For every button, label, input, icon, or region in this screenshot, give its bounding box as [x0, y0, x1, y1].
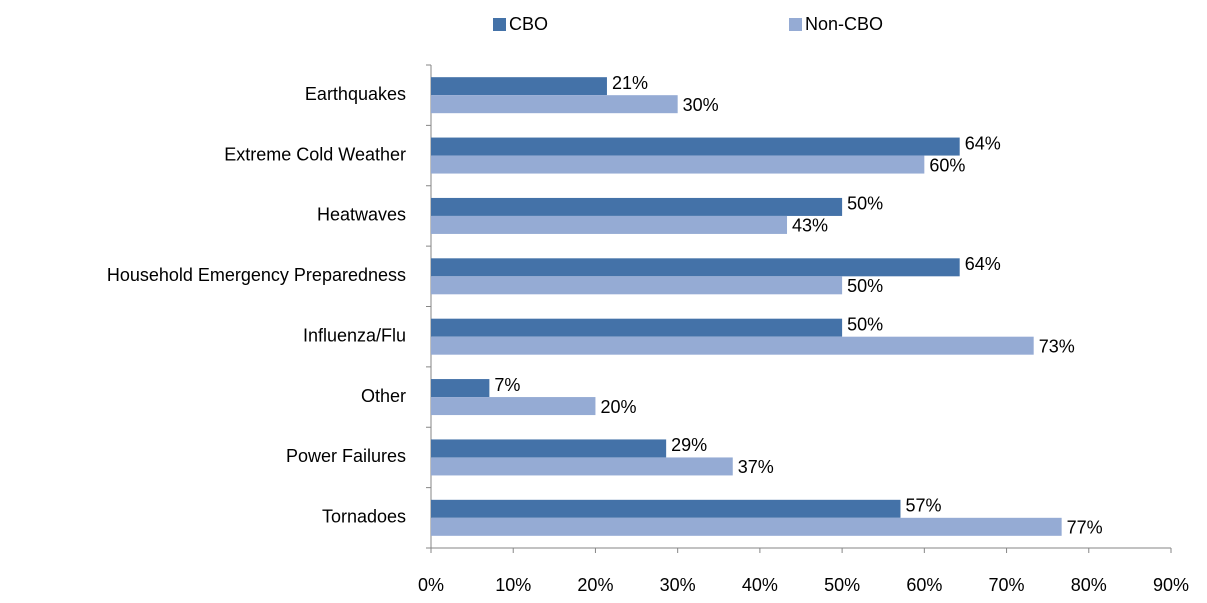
data-label: 43%	[792, 216, 828, 236]
legend-swatch	[493, 18, 506, 31]
bar	[431, 155, 925, 174]
data-label: 20%	[600, 397, 636, 417]
legend-label: CBO	[509, 14, 548, 34]
bar	[431, 397, 596, 416]
x-tick-label: 50%	[824, 575, 860, 595]
data-label: 64%	[965, 133, 1001, 153]
bar	[431, 457, 733, 476]
y-tick-label: Heatwaves	[317, 205, 406, 225]
data-label: 50%	[847, 314, 883, 334]
y-tick-label: Tornadoes	[322, 507, 406, 527]
bar	[431, 379, 490, 398]
y-tick-label: Other	[361, 386, 406, 406]
x-tick-label: 40%	[742, 575, 778, 595]
bar	[431, 439, 667, 458]
bar	[431, 77, 607, 96]
bar	[431, 517, 1062, 536]
data-label: 50%	[847, 276, 883, 296]
y-tick-label: Extreme Cold Weather	[224, 144, 406, 164]
legend-swatch	[789, 18, 802, 31]
data-label: 37%	[738, 457, 774, 477]
data-label: 77%	[1067, 518, 1103, 538]
bar	[431, 318, 843, 337]
data-label: 64%	[965, 254, 1001, 274]
data-label: 60%	[929, 155, 965, 175]
bar	[431, 276, 843, 295]
data-label: 7%	[494, 375, 520, 395]
data-label: 30%	[683, 95, 719, 115]
bar	[431, 95, 678, 114]
y-tick-label: Earthquakes	[305, 84, 406, 104]
bar	[431, 499, 901, 518]
x-tick-label: 80%	[1071, 575, 1107, 595]
data-label: 57%	[905, 496, 941, 516]
data-label: 73%	[1039, 336, 1075, 356]
bar	[431, 197, 843, 216]
bar	[431, 258, 960, 277]
x-tick-label: 90%	[1153, 575, 1189, 595]
bar	[431, 137, 960, 156]
legend-label: Non-CBO	[805, 14, 883, 34]
y-tick-label: Power Failures	[286, 446, 406, 466]
bar	[431, 215, 788, 234]
x-tick-label: 60%	[906, 575, 942, 595]
x-tick-label: 30%	[660, 575, 696, 595]
x-tick-label: 70%	[989, 575, 1025, 595]
x-tick-label: 0%	[418, 575, 444, 595]
y-tick-label: Influenza/Flu	[303, 325, 406, 345]
data-label: 29%	[671, 435, 707, 455]
data-label: 21%	[612, 73, 648, 93]
x-tick-label: 20%	[577, 575, 613, 595]
data-label: 50%	[847, 194, 883, 214]
bar	[431, 336, 1034, 355]
y-tick-label: Household Emergency Preparedness	[107, 265, 406, 285]
x-tick-label: 10%	[495, 575, 531, 595]
